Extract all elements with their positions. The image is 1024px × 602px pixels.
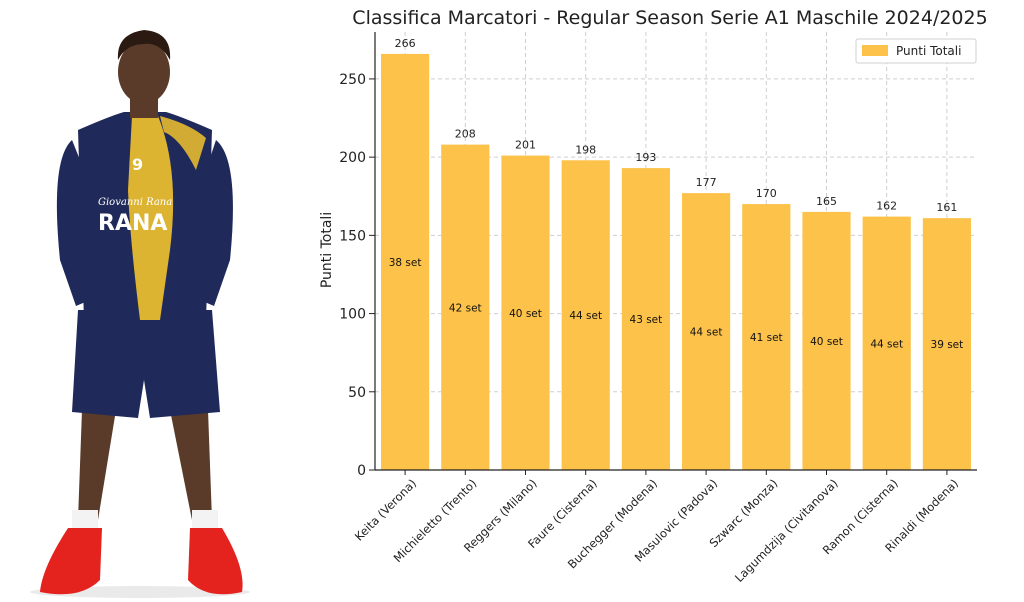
bar-value-label: 165 [816, 195, 837, 208]
chart-title: Classifica Marcatori - Regular Season Se… [352, 7, 987, 29]
bar-set-label: 44 set [690, 327, 723, 339]
x-tick-label: Keita (Verona) [352, 476, 419, 543]
bars: 266 38 set 208 42 set 201 40 set 198 44 set 193 4… [381, 37, 971, 471]
x-tick-label: Lagumdzija (Civitanova) [732, 476, 841, 585]
sponsor-logo: RANA [98, 211, 167, 236]
bar-value-label: 161 [936, 201, 957, 214]
shoe-left-icon [40, 528, 102, 595]
bar [682, 193, 731, 470]
y-axis-label: Punti Totali [319, 212, 335, 288]
bar-value-label: 266 [395, 37, 416, 50]
bar-value-label: 201 [515, 139, 536, 152]
bar-set-label: 41 set [750, 332, 783, 344]
bar-value-label: 170 [756, 187, 777, 200]
bar [441, 144, 490, 470]
bar-set-label: 38 set [389, 257, 422, 269]
bar [802, 211, 851, 470]
bar-value-label: 198 [575, 143, 596, 156]
y-tick-label: 50 [348, 385, 366, 401]
bar-set-label: 44 set [569, 310, 602, 322]
y-tick-label: 200 [339, 150, 366, 166]
bar [862, 216, 911, 470]
y-tick-label: 100 [339, 307, 366, 323]
bar [742, 204, 791, 471]
jersey-number: 9 [132, 155, 143, 174]
legend-swatch [862, 45, 888, 56]
sponsor-script: Giovanni Rana [98, 197, 172, 208]
bar-set-label: 39 set [931, 339, 964, 351]
player-photo: 9 Giovanni Rana RANA [30, 30, 250, 598]
bar-value-label: 208 [455, 128, 476, 141]
bar-value-label: 162 [876, 200, 897, 213]
bar-set-label: 40 set [509, 308, 542, 320]
bar-value-label: 177 [696, 176, 717, 189]
bar [922, 218, 971, 470]
shoe-right-icon [188, 528, 243, 595]
bar-set-label: 44 set [870, 338, 903, 350]
y-tick-label: 250 [339, 72, 366, 88]
y-tick-label: 0 [357, 463, 366, 479]
bar [621, 168, 670, 471]
bar-set-label: 43 set [630, 314, 663, 326]
bar-set-label: 40 set [810, 336, 843, 348]
bar [561, 160, 610, 470]
bar [381, 53, 430, 471]
bar-value-label: 193 [635, 151, 656, 164]
legend: Punti Totali [855, 38, 977, 64]
legend-label: Punti Totali [896, 44, 961, 58]
bar-set-label: 42 set [449, 302, 482, 314]
y-tick-label: 150 [339, 228, 366, 244]
bar [501, 155, 550, 471]
